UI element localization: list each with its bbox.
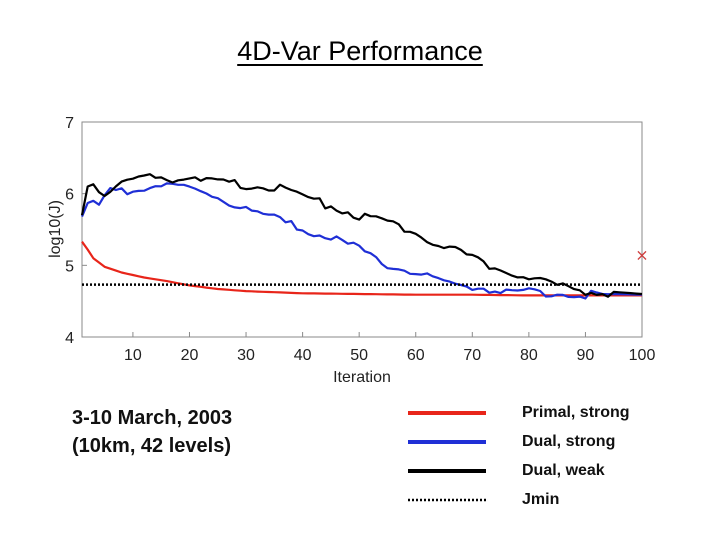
legend-label-primal-strong: Primal, strong (522, 404, 630, 421)
legend-label-dual-weak: Dual, weak (522, 462, 605, 479)
legend-label-dual-strong: Dual, strong (522, 433, 616, 450)
x-tick-label: 100 (629, 347, 656, 364)
x-tick-label: 60 (407, 347, 425, 364)
x-tick-label: 10 (124, 347, 142, 364)
x-tick-label: 40 (294, 347, 312, 364)
x-axis-label: Iteration (333, 369, 391, 386)
caption: 3-10 March, 2003 (10km, 42 levels) (72, 404, 232, 460)
y-axis-label: log10(J) (47, 200, 64, 258)
series-dual-weak (80, 173, 643, 298)
series-lines: × (80, 173, 649, 300)
y-tick-label: 4 (65, 330, 74, 347)
series-dual-strong (80, 182, 643, 300)
caption-line-1: 3-10 March, 2003 (72, 407, 233, 429)
x-tick-label: 30 (237, 347, 255, 364)
axes: 10 20 30 40 50 60 70 80 90 100 4 5 6 7 (65, 115, 655, 364)
legend-label-jmin: Jmin (522, 491, 560, 508)
x-tick-label: 50 (350, 347, 368, 364)
annotation-marker: × (635, 246, 648, 265)
x-tick-label: 70 (463, 347, 481, 364)
x-tick-label: 20 (181, 347, 199, 364)
x-tick-label: 80 (520, 347, 538, 364)
x-tick-label: 90 (577, 347, 595, 364)
y-tick-label: 5 (65, 258, 74, 275)
y-tick-label: 6 (65, 187, 74, 204)
chart-title: 4D-Var Performance (237, 36, 483, 66)
plot-frame (81, 121, 643, 338)
caption-line-2: (10km, 42 levels) (72, 435, 231, 457)
y-tick-label: 7 (65, 115, 74, 132)
